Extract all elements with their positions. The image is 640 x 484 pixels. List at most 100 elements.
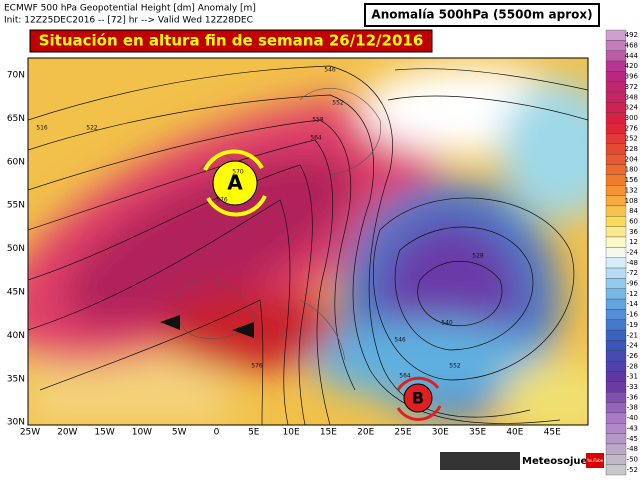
- colorbar-label: -21: [627, 331, 638, 339]
- colorbar-cell: [605, 361, 627, 372]
- colorbar-label: -28: [627, 362, 638, 370]
- contour-label: 516: [36, 125, 48, 132]
- colorbar-cell: [605, 143, 627, 155]
- latitude-label: 60N: [7, 157, 25, 167]
- colorbar-cell: [605, 226, 627, 238]
- colorbar-label: -48: [627, 445, 638, 453]
- colorbar-label: 12: [629, 238, 638, 246]
- colorbar-cell: [605, 247, 627, 258]
- colorbar-cell: [605, 236, 627, 248]
- contour-label: 576: [216, 197, 228, 204]
- colorbar-cell: [605, 91, 627, 103]
- colorbar-cell: [605, 60, 627, 72]
- colorbar-cell: [605, 81, 627, 93]
- product-title: Anomalía 500hPa (5500m aprox): [371, 8, 592, 22]
- colorbar-label: -72: [627, 269, 638, 277]
- low-label: B: [412, 389, 424, 408]
- colorbar-label: -14: [627, 300, 639, 308]
- colorbar-cell: [605, 454, 627, 465]
- colorbar-label: 468: [625, 42, 638, 50]
- low-symbol: B: [396, 376, 442, 421]
- contour-label: 552: [332, 100, 344, 107]
- contour-label: 546: [324, 67, 336, 74]
- colorbar-label: 276: [625, 124, 639, 132]
- colorbar-label: 108: [625, 197, 638, 205]
- colorbar-label: 348: [625, 93, 638, 101]
- colorbar-cell: [605, 392, 627, 403]
- contour-label: 576: [251, 363, 263, 370]
- colorbar-label: 420: [625, 62, 638, 70]
- colorbar-label: 60: [629, 217, 638, 225]
- longitude-label: 0: [214, 428, 220, 438]
- colorbar-label: -24: [627, 249, 639, 257]
- longitude-label: 5W: [172, 428, 187, 438]
- colorbar-cell: [605, 278, 627, 289]
- longitude-label: 20W: [57, 428, 77, 438]
- contour-label: 564: [399, 373, 411, 380]
- colorbar-cell: [605, 381, 627, 393]
- latitude-label: 70N: [7, 71, 25, 81]
- contour-label: 570: [232, 169, 244, 176]
- colorbar-label: -48: [627, 259, 638, 267]
- colorbar-cell: [605, 112, 627, 124]
- colorbar-label: 372: [625, 83, 638, 91]
- contour-label: 558: [312, 117, 324, 124]
- longitude-label: 25E: [394, 428, 411, 438]
- colorbar-label: 180: [625, 166, 638, 174]
- colorbar-label: -19: [627, 321, 638, 329]
- colorbar-cell: [605, 309, 627, 320]
- colorbar-label: -52: [627, 466, 638, 474]
- colorbar-cell: [605, 102, 627, 113]
- longitude-label: 45E: [544, 428, 561, 438]
- colorbar-cell: [605, 185, 627, 196]
- latitude-label: 55N: [7, 201, 25, 211]
- colorbar-label: -12: [627, 290, 638, 298]
- longitude-label: 10E: [283, 428, 300, 438]
- banner-box: [29, 29, 433, 53]
- colorbar-cell: [605, 174, 627, 186]
- colorbar-cell: [605, 298, 627, 310]
- colorbar-cell: [605, 402, 627, 414]
- high-symbol: A: [203, 149, 267, 217]
- longitude-label: 35E: [469, 428, 486, 438]
- colorbar-label: -36: [627, 393, 639, 401]
- contour-label: 546: [394, 337, 406, 344]
- colorbar-cell: [605, 412, 627, 424]
- colorbar-cell: [605, 267, 627, 279]
- colorbar-label: -96: [627, 280, 639, 288]
- header-line2: Init: 12Z25DEC2016 -- [72] hr --> Valid …: [4, 16, 253, 26]
- latitude-label: 35N: [7, 374, 25, 384]
- colorbar-cell: [605, 340, 627, 351]
- flow-arrows: [160, 315, 254, 338]
- colorbar-cell: [605, 464, 627, 476]
- map: [28, 58, 588, 425]
- colorbar-cell: [605, 164, 627, 176]
- colorbar-cell: [605, 329, 627, 341]
- colorbar-cell: [605, 423, 627, 434]
- colorbar-label: 444: [625, 52, 639, 60]
- latitude-label: 45N: [7, 288, 25, 298]
- longitude-label: 40E: [506, 428, 523, 438]
- colorbar-label: 492: [625, 31, 638, 39]
- social-icons: [440, 452, 520, 470]
- colorbar-label: -50: [627, 455, 638, 463]
- colorbar-label: 324: [625, 104, 639, 112]
- colorbar-label: 132: [625, 186, 638, 194]
- header-line1: ECMWF 500 hPa Geopotential Height [dm] A…: [4, 4, 256, 14]
- contour-label: 528: [472, 253, 484, 260]
- colorbar-cell: [605, 29, 627, 41]
- contour-label: 564: [310, 135, 322, 142]
- colorbar-cell: [605, 288, 627, 300]
- longitude-label: 5E: [248, 428, 260, 438]
- product-box: [364, 3, 600, 27]
- colorbar-label: -31: [627, 373, 638, 381]
- footer: Meteosojuela YouTube: [440, 452, 604, 470]
- colorbar-label: 228: [625, 145, 638, 153]
- latitude-label: 40N: [7, 331, 25, 341]
- video-badge: [586, 453, 604, 468]
- contour-label: 522: [86, 125, 98, 132]
- colorbar-label: 36: [629, 228, 638, 236]
- contour-label: 540: [441, 320, 453, 327]
- colorbar-cell: [605, 133, 627, 144]
